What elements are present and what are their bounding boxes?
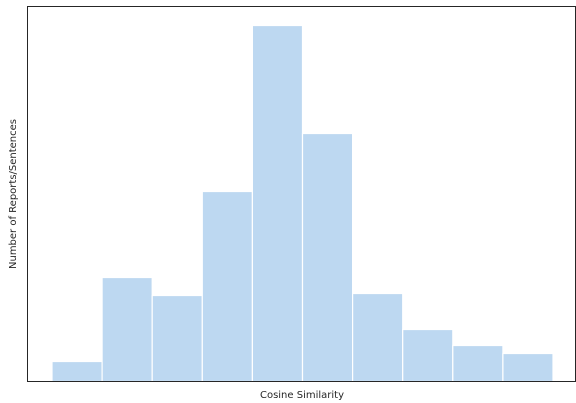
histogram-bar-2 (101, 276, 153, 383)
histogram-bars (51, 24, 554, 383)
histogram-bar-3 (151, 294, 203, 383)
histogram-bar-4 (201, 190, 254, 383)
histogram-bar-1 (51, 360, 103, 383)
histogram-bar-9 (452, 344, 504, 383)
y-axis-label: Number of Reports/Sentences (8, 119, 19, 269)
histogram-bar-8 (402, 328, 454, 383)
histogram-bar-10 (502, 352, 554, 383)
x-axis-label: Cosine Similarity (260, 390, 344, 401)
histogram-bar-6 (301, 132, 354, 383)
histogram-bar-7 (352, 292, 404, 383)
histogram-bar-5 (251, 24, 304, 383)
